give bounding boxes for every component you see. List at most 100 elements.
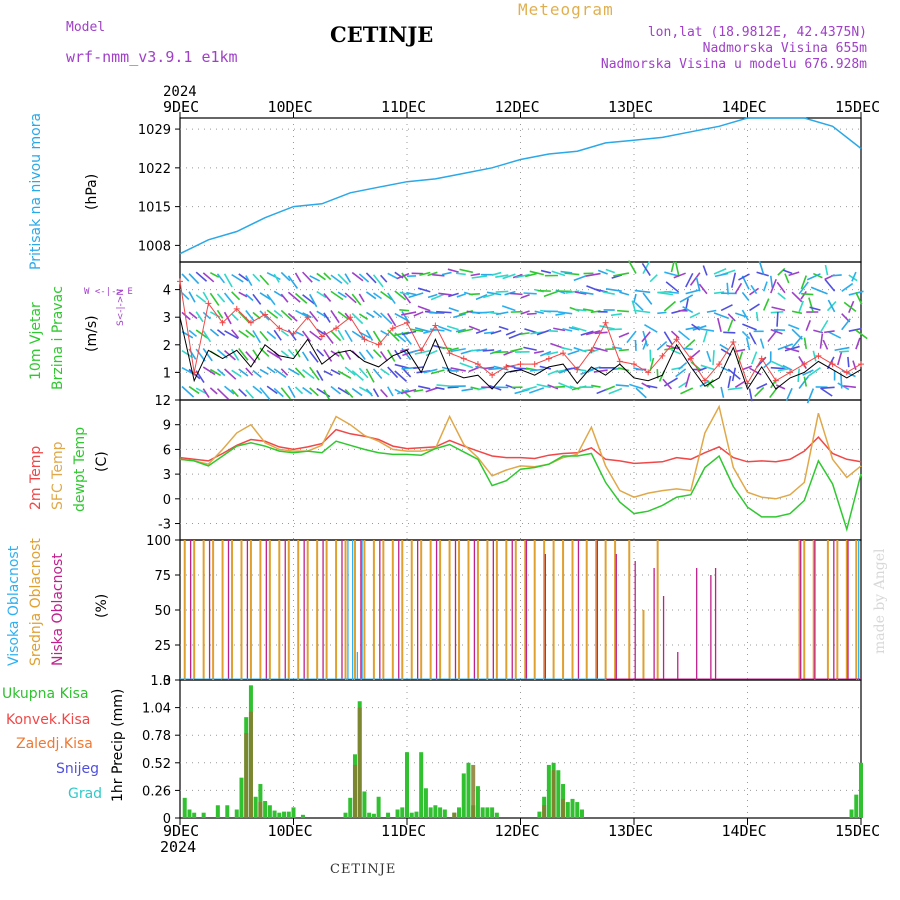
wind-arrow — [613, 272, 630, 277]
wind-gust-marker — [801, 361, 808, 368]
wind-arrow — [618, 332, 630, 338]
wind-arrow — [417, 305, 431, 312]
precip-ytick-label: 0 — [163, 812, 171, 827]
wind-arrow — [631, 300, 637, 315]
wind-arrow — [731, 367, 737, 382]
wind-arrow — [181, 273, 190, 282]
wind-speed-line — [179, 317, 862, 391]
wind-arrow — [745, 337, 751, 351]
wind-arrow — [216, 293, 226, 303]
wind-arrow — [521, 385, 537, 392]
wind-arrow — [483, 331, 495, 335]
wind-arrow — [841, 318, 851, 331]
wind-arrow — [803, 376, 808, 387]
wind-arrow — [800, 290, 807, 300]
wind-arrow — [719, 343, 729, 351]
wind-arrow — [301, 330, 312, 342]
wind-gust-marker — [418, 347, 425, 354]
wind-arrow — [435, 386, 445, 390]
wind-arrow — [605, 385, 616, 391]
wind-arrow — [309, 330, 322, 341]
wind-gust-marker — [489, 372, 496, 379]
wind-arrow — [309, 310, 319, 322]
wind-arrow — [582, 308, 594, 312]
wind-arrow — [742, 323, 757, 331]
wind-arrow — [216, 273, 226, 284]
wind-arrow — [666, 344, 679, 350]
wind-arrow — [418, 385, 431, 390]
wind-arrow — [316, 369, 324, 381]
wind-arrow — [365, 272, 377, 284]
wind-arrow — [273, 368, 287, 378]
wind-arrow — [302, 294, 316, 305]
wind-arrow — [351, 330, 366, 341]
wind-arrow — [812, 350, 817, 362]
top-day-label: 14DEC — [721, 98, 767, 116]
bottom-day-label: 12DEC — [494, 822, 540, 840]
wind-gust-marker — [531, 361, 538, 368]
wind-arrow — [777, 292, 786, 300]
wind-arrow — [309, 350, 319, 363]
wind-gust-marker — [503, 363, 510, 370]
model-altitude-label: Nadmorska Visina u modelu 676.928m — [600, 57, 867, 72]
wind-gust-marker — [560, 350, 567, 357]
wind-arrow — [475, 328, 488, 335]
wind-arrow — [287, 329, 297, 341]
wind-arrow — [534, 310, 544, 315]
wind-arrow — [528, 387, 545, 394]
bottom-day-label: 10DEC — [267, 822, 313, 840]
wind-arrow — [510, 292, 523, 296]
wind-arrow — [529, 368, 544, 372]
wind-arrow — [565, 290, 580, 294]
wind-arrow — [399, 309, 410, 312]
wind-arrow — [387, 312, 397, 327]
wind-arrow — [756, 271, 769, 277]
wind-arrow — [557, 311, 573, 315]
wind-arrow — [216, 309, 224, 319]
wind-arrow — [508, 332, 523, 340]
precip-label-total: Ukupna Kisa — [2, 686, 89, 702]
wind-arrow — [231, 389, 239, 398]
wind-arrow — [824, 330, 835, 334]
wind-arrow — [295, 330, 304, 337]
wind-ytick-label: 4 — [163, 284, 171, 299]
wind-arrow — [427, 271, 438, 277]
wind-arrow — [749, 367, 762, 376]
wind-arrow — [252, 330, 262, 344]
wind-arrow — [309, 387, 319, 397]
wind-arrow — [568, 326, 580, 331]
wind-gust-marker — [758, 355, 765, 362]
precip-conv-bar — [452, 812, 457, 818]
wind-arrow — [482, 349, 495, 352]
wind-arrow — [202, 388, 210, 398]
wind-arrow — [440, 346, 452, 350]
bottom-day-label: 15DEC — [835, 822, 881, 840]
precip-total-bar — [400, 807, 405, 818]
wind-arrow — [259, 368, 269, 376]
wind-arrow — [685, 289, 701, 295]
wind-gust-marker — [858, 361, 864, 368]
precip-total-bar — [409, 812, 414, 818]
wind-arrow — [776, 311, 779, 327]
wind-arrow — [380, 368, 390, 376]
wind-arrow — [351, 387, 363, 397]
wind-gust-marker — [333, 325, 340, 332]
wind-arrow — [759, 338, 765, 349]
wind-ytick-label: 1 — [163, 366, 171, 381]
precip-total-bar — [579, 809, 584, 818]
precip-total-bar — [286, 811, 291, 818]
wind-arrow — [330, 385, 341, 395]
wind-arrow — [209, 368, 222, 377]
wind-arrow — [626, 330, 637, 344]
wind-arrow — [316, 328, 326, 336]
wind-arrow — [358, 331, 371, 339]
wind-arrow — [430, 293, 445, 301]
wind-arrow — [351, 271, 364, 282]
wind-arrow — [238, 311, 250, 324]
wind-gust-marker — [574, 366, 581, 373]
wind-arrow — [302, 369, 315, 380]
wind-gust-marker — [404, 319, 410, 326]
wind-arrow — [762, 298, 770, 311]
wind-arrow — [365, 388, 374, 397]
wind-arrow — [618, 348, 629, 352]
